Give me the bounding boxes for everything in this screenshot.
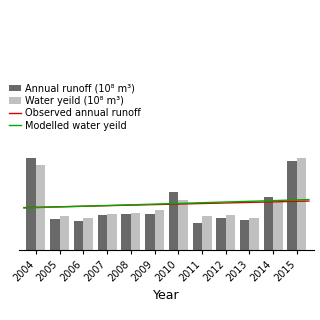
Bar <box>240 220 250 250</box>
Bar <box>107 214 116 250</box>
Bar <box>50 219 60 250</box>
Bar <box>264 197 273 250</box>
Bar <box>131 213 140 250</box>
Legend: Annual runoff (10⁸ m³), Water yeild (10⁸ m³), Observed annual runoff, Modelled w: Annual runoff (10⁸ m³), Water yeild (10⁸… <box>9 84 141 131</box>
Bar <box>273 202 283 250</box>
Bar <box>121 214 131 250</box>
Bar <box>98 215 107 250</box>
Bar <box>178 200 188 250</box>
Bar <box>26 158 36 250</box>
X-axis label: Year: Year <box>153 289 180 302</box>
Bar <box>193 223 202 250</box>
Bar <box>60 216 69 250</box>
Bar <box>287 161 297 250</box>
Bar <box>74 221 83 250</box>
Bar <box>216 218 226 250</box>
Bar <box>250 218 259 250</box>
Bar <box>169 192 178 250</box>
Bar <box>155 210 164 250</box>
Bar <box>145 214 155 250</box>
Bar <box>226 215 235 250</box>
Bar <box>83 218 93 250</box>
Bar <box>297 158 307 250</box>
Bar <box>202 216 212 250</box>
Bar <box>36 165 45 250</box>
